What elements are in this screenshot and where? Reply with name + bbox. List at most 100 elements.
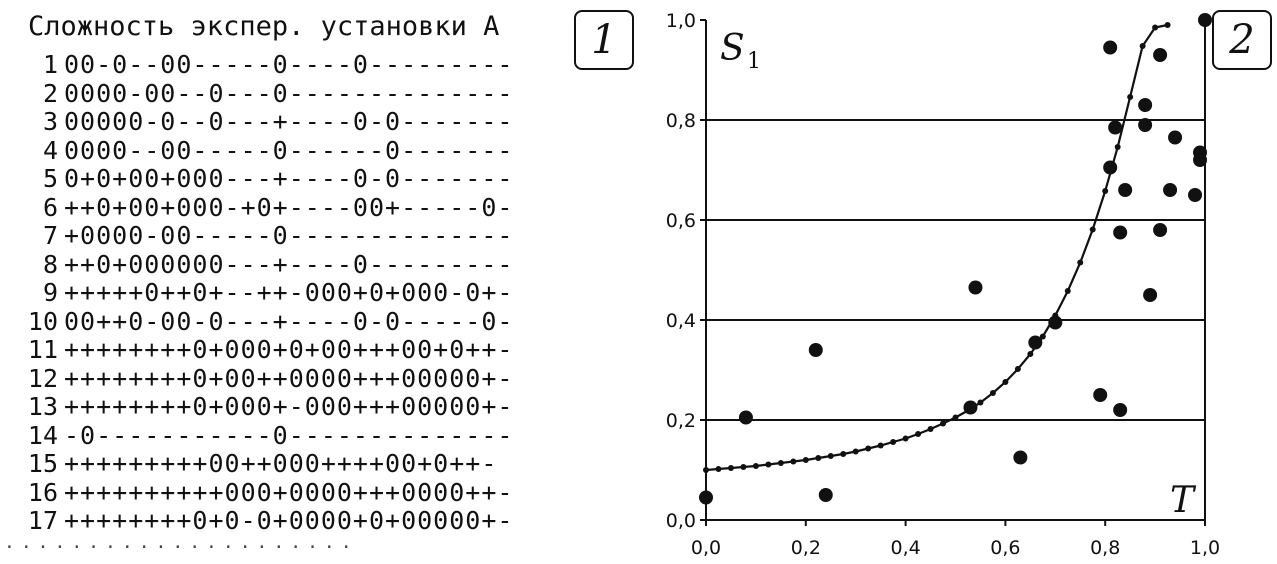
trend-marker bbox=[1102, 188, 1109, 194]
x-tick-label: 0,0 bbox=[691, 537, 721, 559]
data-point bbox=[1103, 40, 1118, 55]
continuation-dots: ····················· bbox=[4, 537, 358, 558]
trend-marker bbox=[727, 465, 734, 471]
row-pattern: +0000-00-----0-------------- bbox=[64, 221, 514, 250]
row-number: 17 bbox=[27, 506, 58, 535]
trend-marker bbox=[752, 463, 759, 469]
trend-marker bbox=[802, 457, 809, 463]
scatter-points-layer bbox=[699, 13, 1212, 505]
trend-marker bbox=[902, 435, 909, 442]
trend-marker bbox=[915, 431, 922, 437]
row-number: 16 bbox=[27, 477, 58, 507]
trend-marker bbox=[715, 466, 722, 472]
y-tick-label: 0,0 bbox=[666, 510, 696, 532]
data-point bbox=[1153, 223, 1168, 237]
trend-marker bbox=[1089, 226, 1096, 233]
data-point bbox=[1198, 13, 1212, 27]
pattern-row-12: 12 ++++++++0+00++0000+++00000+- bbox=[0, 363, 514, 393]
trend-marker bbox=[1164, 22, 1171, 28]
row-number: 15 bbox=[27, 449, 58, 478]
trend-marker bbox=[703, 467, 709, 473]
pattern-table-panel: Сложность экспер. установки А 1 00-0--00-… bbox=[0, 11, 514, 558]
data-point bbox=[738, 410, 753, 425]
row-number: 7 bbox=[42, 221, 58, 250]
row-number: 12 bbox=[27, 363, 58, 393]
data-point bbox=[1138, 118, 1153, 132]
panel-badge-2: 2 bbox=[1212, 10, 1272, 70]
trend-marker bbox=[1002, 379, 1009, 385]
trend-marker bbox=[852, 448, 859, 455]
data-point bbox=[963, 400, 978, 415]
table-title: Сложность экспер. установки А bbox=[28, 11, 500, 42]
panel-badge-1: 1 bbox=[574, 10, 634, 70]
trend-marker bbox=[815, 455, 822, 461]
trend-marker bbox=[1014, 366, 1021, 372]
data-point bbox=[1113, 225, 1128, 240]
row-number: 1 bbox=[42, 50, 58, 79]
trend-marker bbox=[827, 453, 834, 459]
data-point bbox=[1168, 130, 1183, 145]
data-point bbox=[1028, 335, 1043, 350]
row-pattern: ++++++++++000+0000+++0000++- bbox=[64, 477, 514, 507]
pattern-row-2: 2 0000-00--0---0-------------- bbox=[0, 78, 514, 108]
pattern-row-17: 17 ++++++++0+0-0+0000+0+00000+- bbox=[0, 508, 513, 534]
data-point bbox=[1143, 288, 1158, 302]
row-number: 5 bbox=[42, 164, 58, 193]
row-pattern: ++++++++0+00++0000+++00000+- bbox=[64, 363, 514, 393]
trend-marker bbox=[940, 420, 947, 427]
row-pattern: 00++0-00-0---+----0-0-----0- bbox=[64, 306, 514, 336]
trend-marker bbox=[1139, 43, 1146, 49]
x-axis-title: T bbox=[1170, 480, 1197, 521]
y-axis-title-subscript: 1 bbox=[747, 49, 761, 74]
y-tick-label: 0,2 bbox=[666, 410, 696, 432]
row-pattern: ++0+000000---+----0--------- bbox=[64, 249, 514, 279]
row-pattern: 0000--00-----0------0------- bbox=[64, 135, 514, 165]
pattern-row-13: 13 ++++++++0+000+-000+++00000+- bbox=[0, 394, 513, 420]
data-point bbox=[1093, 388, 1108, 402]
row-pattern: ++++++++0+0-0+0000+0+00000+- bbox=[64, 506, 514, 535]
y-tick-label: 1,0 bbox=[666, 10, 696, 32]
row-number: 2 bbox=[42, 78, 58, 108]
row-number: 14 bbox=[27, 420, 58, 450]
trend-marker bbox=[1064, 288, 1071, 294]
data-point bbox=[1048, 315, 1063, 330]
trend-marker bbox=[840, 451, 847, 457]
tick-labels: 0,0 0,2 0,4 0,6 0,8 1,0 0,0 0,2 0,4 0,6 0,8 1,0 bbox=[666, 10, 1220, 559]
trend-marker bbox=[952, 414, 959, 421]
trend-marker bbox=[1152, 24, 1159, 31]
x-tick-label: 0,8 bbox=[1090, 537, 1120, 559]
trend-curve bbox=[705, 23, 1168, 472]
trend-marker bbox=[1077, 259, 1084, 266]
trend-marker bbox=[1027, 351, 1034, 357]
data-point bbox=[1013, 450, 1028, 465]
trend-marker bbox=[1039, 333, 1046, 340]
trend-marker bbox=[877, 442, 884, 449]
pattern-row-6: 6 ++0+00+000-+0+----00+-----0- bbox=[0, 194, 513, 221]
y-tick-label: 0,8 bbox=[666, 110, 696, 132]
row-number: 11 bbox=[27, 335, 58, 364]
row-pattern: 00-0--00-----0----0--------- bbox=[64, 50, 514, 79]
trend-marker bbox=[890, 439, 897, 445]
row-pattern: 00000-0--0---+----0-0------- bbox=[64, 107, 514, 136]
y-axis-title: S bbox=[720, 28, 745, 69]
data-point bbox=[818, 488, 833, 502]
row-pattern: ++++++++0+000+-000+++00000+- bbox=[64, 392, 514, 421]
data-point bbox=[1163, 183, 1178, 197]
grid-lines bbox=[706, 119, 1205, 421]
data-point bbox=[1118, 183, 1133, 197]
row-number: 13 bbox=[27, 392, 58, 421]
trend-marker bbox=[977, 399, 984, 406]
row-pattern: 0000-00--0---0-------------- bbox=[64, 78, 514, 108]
pattern-row-15: 15 +++++++++00++000++++00+0++- bbox=[0, 451, 497, 477]
trend-marker bbox=[740, 464, 747, 470]
y-tick-label: 0,6 bbox=[666, 210, 696, 232]
x-tick-label: 0,4 bbox=[890, 537, 920, 559]
pattern-row-14: 14 -0-----------0-------------- bbox=[0, 420, 514, 450]
trend-marker bbox=[1114, 144, 1121, 150]
row-number: 3 bbox=[42, 107, 58, 136]
data-point bbox=[1103, 160, 1118, 175]
pattern-row-7: 7 +0000-00-----0-------------- bbox=[0, 223, 513, 249]
data-point bbox=[1113, 403, 1128, 417]
row-pattern: -0-----------0-------------- bbox=[64, 420, 514, 450]
trend-line-layer bbox=[703, 22, 1171, 473]
